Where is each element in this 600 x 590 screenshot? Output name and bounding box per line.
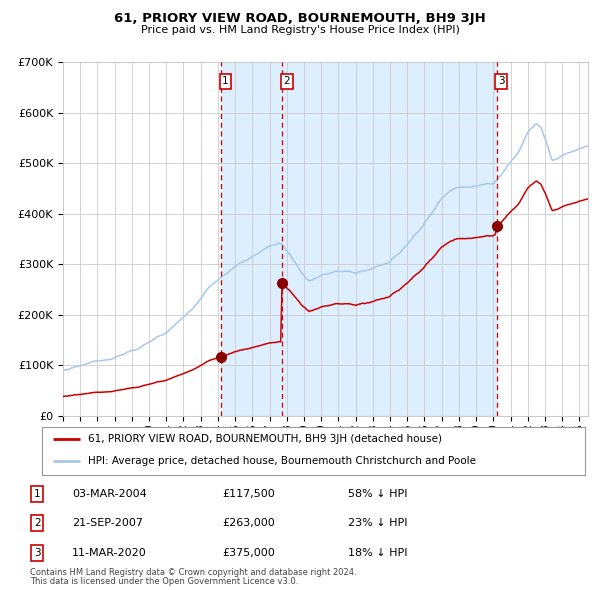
Text: 1: 1 [222,76,229,86]
Text: 3: 3 [34,548,41,558]
Text: Price paid vs. HM Land Registry's House Price Index (HPI): Price paid vs. HM Land Registry's House … [140,25,460,35]
Text: £263,000: £263,000 [222,519,275,528]
Text: £117,500: £117,500 [222,489,275,499]
Text: Contains HM Land Registry data © Crown copyright and database right 2024.: Contains HM Land Registry data © Crown c… [30,568,356,577]
Text: HPI: Average price, detached house, Bournemouth Christchurch and Poole: HPI: Average price, detached house, Bour… [88,457,476,467]
Text: 03-MAR-2004: 03-MAR-2004 [72,489,147,499]
Text: 1: 1 [34,489,41,499]
Text: 2: 2 [34,519,41,528]
Text: 58% ↓ HPI: 58% ↓ HPI [348,489,407,499]
Text: 21-SEP-2007: 21-SEP-2007 [72,519,143,528]
Text: 23% ↓ HPI: 23% ↓ HPI [348,519,407,528]
Text: 61, PRIORY VIEW ROAD, BOURNEMOUTH, BH9 3JH: 61, PRIORY VIEW ROAD, BOURNEMOUTH, BH9 3… [114,12,486,25]
Text: This data is licensed under the Open Government Licence v3.0.: This data is licensed under the Open Gov… [30,577,298,586]
Text: 11-MAR-2020: 11-MAR-2020 [72,548,147,558]
Bar [221,62,497,416]
Text: 3: 3 [498,76,505,86]
Text: £375,000: £375,000 [222,548,275,558]
Text: 18% ↓ HPI: 18% ↓ HPI [348,548,407,558]
Text: 61, PRIORY VIEW ROAD, BOURNEMOUTH, BH9 3JH (detached house): 61, PRIORY VIEW ROAD, BOURNEMOUTH, BH9 3… [88,434,442,444]
Text: 2: 2 [283,76,290,86]
